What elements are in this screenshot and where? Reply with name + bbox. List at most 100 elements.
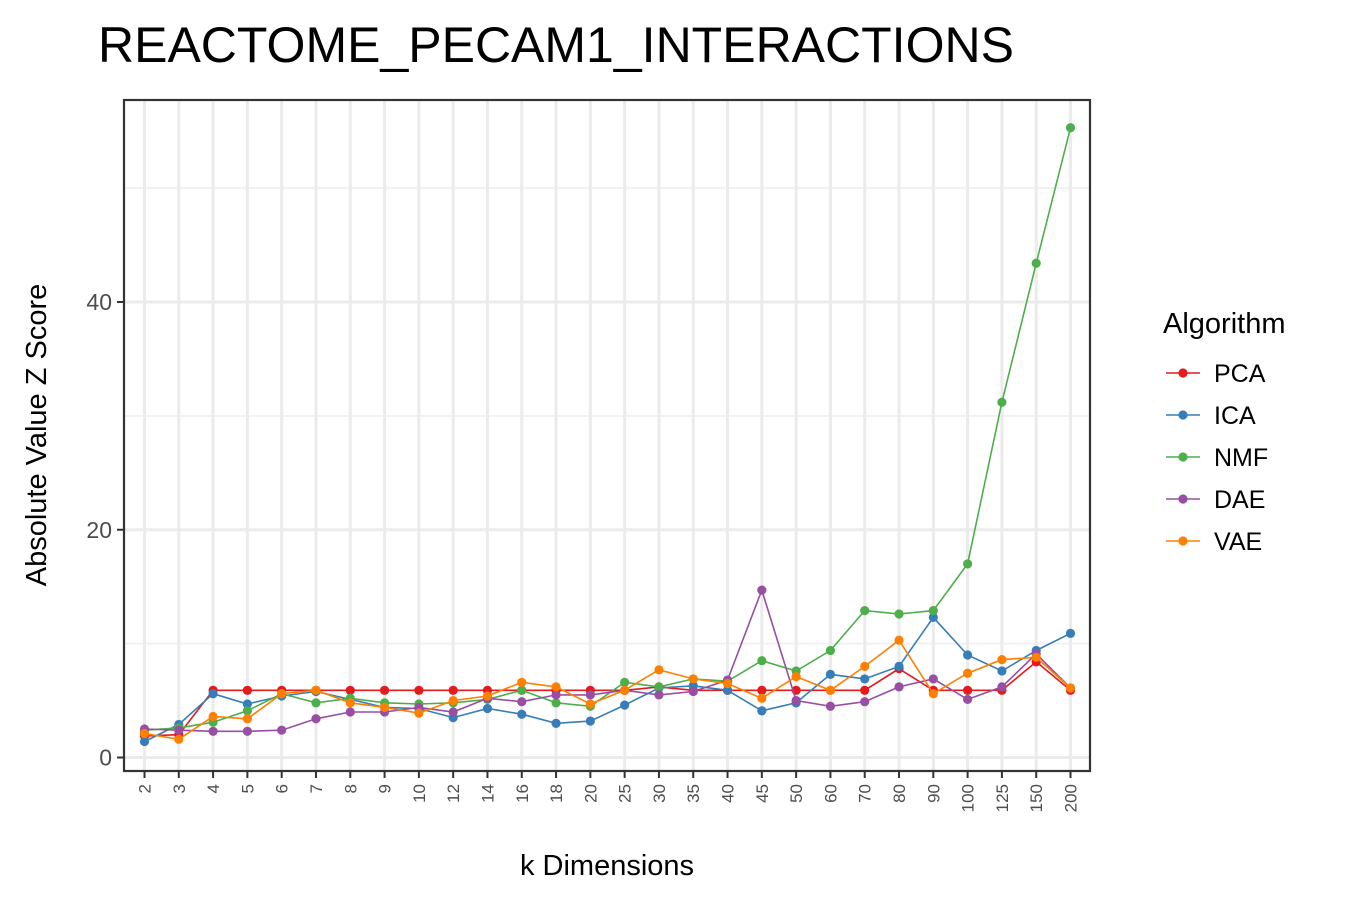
legend-marker — [1178, 536, 1188, 546]
series-line-ica — [144, 616, 1071, 743]
grid-major — [124, 100, 1090, 771]
data-point-ica — [139, 736, 150, 747]
x-tick-label: 25 — [616, 784, 635, 803]
x-axis-title: k Dimensions — [520, 850, 694, 882]
data-point-vae — [825, 685, 836, 695]
data-point-ica — [997, 666, 1007, 676]
data-point-ica — [551, 718, 561, 728]
x-tick-label: 20 — [581, 784, 600, 803]
series-vae — [139, 635, 1076, 744]
data-point-vae — [208, 711, 218, 722]
data-point-ica — [722, 685, 733, 695]
grid-minor — [124, 187, 1090, 645]
data-point-ica — [208, 689, 218, 699]
data-point-nmf — [894, 609, 904, 619]
data-point-ica — [825, 669, 836, 679]
data-point-nmf — [860, 606, 870, 616]
data-point-vae — [139, 728, 150, 739]
data-point-vae — [242, 714, 252, 724]
data-point-dae — [311, 714, 321, 724]
x-tick-label: 12 — [444, 784, 463, 803]
data-point-nmf — [551, 698, 561, 708]
series-line-nmf — [144, 127, 1072, 731]
data-point-ica — [242, 699, 252, 709]
data-point-dae — [208, 726, 218, 736]
plot-border — [122, 98, 1092, 773]
data-point-vae — [963, 668, 973, 678]
data-point-nmf — [997, 397, 1007, 407]
data-point-nmf — [928, 606, 938, 616]
x-tick-label: 16 — [513, 784, 532, 803]
x-tick-label: 2 — [136, 784, 155, 793]
data-point-ica — [894, 661, 904, 672]
data-point-nmf — [242, 706, 252, 716]
data-point-nmf — [654, 682, 664, 692]
x-tick-label: 40 — [719, 784, 738, 803]
x-tick-label: 125 — [993, 784, 1012, 812]
data-point-pca — [345, 685, 355, 695]
data-point-vae — [997, 654, 1007, 665]
legend-marker — [1178, 368, 1188, 378]
x-tick-label: 35 — [684, 784, 703, 803]
series-layer — [139, 123, 1076, 747]
series-line-dae — [144, 587, 1072, 733]
legend-item-ica: ICA — [1166, 402, 1256, 430]
legend-marker — [1178, 452, 1188, 462]
data-point-nmf — [311, 698, 321, 708]
x-tick-label: 90 — [924, 784, 943, 803]
x-tick-label: 8 — [341, 784, 360, 793]
data-point-dae — [345, 707, 355, 717]
x-axis: 2 3 4 5 6 7 8 9 10 12 14 16 18 20 25 30 35 40 45 50 60 70 80 90… — [136, 771, 1081, 812]
data-point-nmf — [963, 559, 973, 569]
data-point-nmf — [825, 645, 836, 656]
x-tick-label: 7 — [307, 784, 326, 793]
data-point-vae — [1065, 683, 1076, 693]
data-point-vae — [174, 734, 184, 744]
data-point-vae — [722, 678, 733, 689]
data-point-dae — [174, 725, 184, 735]
data-point-ica — [757, 706, 767, 716]
x-tick-label: 60 — [821, 784, 840, 803]
data-point-vae — [414, 708, 424, 718]
series-line-vae — [144, 639, 1072, 741]
legend: Algorithm PCA ICA NMF DAE VAE — [1163, 308, 1286, 556]
data-point-dae — [242, 726, 252, 736]
data-point-dae — [791, 695, 801, 706]
data-point-nmf — [1065, 123, 1076, 133]
legend-label: ICA — [1214, 402, 1256, 430]
data-point-pca — [860, 685, 870, 695]
data-point-ica — [1065, 628, 1076, 638]
data-point-dae — [963, 694, 973, 705]
legend-item-dae: DAE — [1166, 486, 1265, 514]
data-point-vae — [448, 695, 458, 706]
x-tick-label: 4 — [204, 784, 223, 793]
data-point-vae — [551, 682, 561, 692]
series-line-pca — [144, 660, 1072, 737]
data-point-nmf — [1031, 258, 1041, 268]
x-tick-label: 50 — [787, 784, 806, 803]
x-tick-label: 5 — [238, 784, 257, 793]
x-tick-label: 100 — [959, 784, 978, 812]
data-point-ica — [860, 674, 870, 684]
data-point-dae — [517, 697, 527, 707]
data-point-vae — [791, 672, 801, 682]
data-point-pca — [414, 685, 424, 695]
x-tick-label: 150 — [1027, 784, 1046, 812]
data-point-dae — [688, 686, 698, 697]
x-tick-label: 30 — [650, 784, 669, 803]
data-point-vae — [860, 661, 870, 672]
data-point-vae — [311, 685, 321, 695]
data-point-dae — [928, 674, 938, 684]
data-point-dae — [654, 690, 664, 700]
legend-label: PCA — [1214, 360, 1266, 388]
data-point-pca — [757, 685, 767, 695]
legend-marker — [1178, 494, 1188, 504]
x-tick-label: 9 — [376, 784, 395, 793]
x-tick-label: 70 — [856, 784, 875, 803]
x-tick-label: 45 — [753, 784, 772, 803]
legend-label: VAE — [1214, 528, 1262, 556]
data-point-pca — [963, 685, 973, 695]
data-point-vae — [379, 702, 390, 712]
data-point-dae — [860, 697, 870, 707]
data-point-vae — [1031, 652, 1041, 662]
